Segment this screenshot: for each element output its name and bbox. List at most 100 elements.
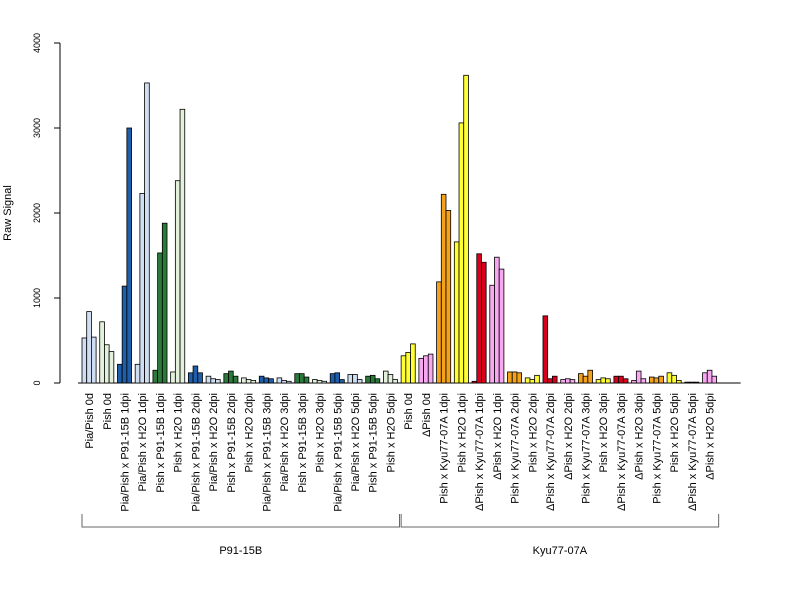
bar <box>241 377 247 384</box>
bar <box>215 379 221 384</box>
bar <box>245 379 252 384</box>
bar <box>258 375 265 384</box>
bar <box>312 379 318 384</box>
bar <box>507 371 513 384</box>
category-label: Pish x H2O 5dpi <box>385 393 397 472</box>
bars <box>81 74 718 384</box>
bar <box>481 261 487 384</box>
bar <box>706 369 713 384</box>
bar <box>81 337 88 384</box>
bar <box>671 374 677 384</box>
category-label: ΔPish 0d <box>421 393 433 437</box>
bar <box>405 351 411 384</box>
bar <box>529 379 536 384</box>
bar <box>281 380 287 384</box>
bar <box>117 363 123 384</box>
bar <box>228 370 234 384</box>
bar <box>157 252 163 384</box>
category-label: Pish x P91-15B 5dpi <box>368 393 380 493</box>
bar <box>174 180 181 384</box>
bar <box>622 378 629 384</box>
group-label: Kyu77-07A <box>533 545 588 557</box>
bar <box>648 376 655 384</box>
bar <box>161 222 168 384</box>
bar <box>516 372 523 384</box>
bar <box>511 371 518 384</box>
category-label: Pish x H2O 1dpi <box>173 393 185 472</box>
bar <box>458 122 465 384</box>
bar <box>524 377 531 384</box>
bar <box>676 380 682 384</box>
category-label: Pish x P91-15B 2dpi <box>226 393 238 493</box>
y-tick-label: 1000 <box>32 288 42 308</box>
bar <box>294 373 300 384</box>
category-label: Pia/Pish x H2O 5dpi <box>350 393 362 491</box>
bar <box>286 380 292 384</box>
bar <box>369 374 376 384</box>
bar <box>440 193 447 384</box>
category-label: Pish x Kyu77-07A 5dpi <box>651 393 663 504</box>
bar <box>635 370 642 384</box>
category-label: ΔPish x H2O 5dpi <box>705 393 717 480</box>
bar <box>613 375 620 384</box>
category-label: Pish x Kyu77-07A 3dpi <box>580 393 592 504</box>
bar <box>299 373 305 384</box>
category-label: Pia/Pish x H2O 1dpi <box>137 393 149 491</box>
bar <box>445 210 452 384</box>
bar <box>329 373 336 384</box>
bar <box>463 74 469 384</box>
category-label: Pia/Pish x H2O 3dpi <box>279 393 291 491</box>
bar <box>427 353 434 384</box>
bar <box>144 82 150 384</box>
category-label: Pia/Pish x P91-15B 1dpi <box>120 393 132 512</box>
group-bracket <box>81 514 401 528</box>
bar <box>170 371 176 384</box>
bar <box>134 363 141 384</box>
bar <box>631 380 637 384</box>
y-axis: 0 1000 2000 3000 4000 <box>32 33 61 386</box>
bar <box>489 284 495 384</box>
bar <box>334 372 341 384</box>
category-label: Pish x P91-15B 1dpi <box>155 393 167 493</box>
bar <box>374 378 381 384</box>
bar <box>152 369 159 384</box>
bar <box>321 380 327 384</box>
bar <box>582 375 589 384</box>
bar <box>595 379 602 384</box>
bar <box>192 365 199 384</box>
bar <box>658 375 664 384</box>
bar <box>99 321 105 384</box>
category-label: ΔPish x H2O 1dpi <box>492 393 504 480</box>
bar <box>600 377 606 384</box>
bar <box>605 378 611 384</box>
category-label: Pish x Kyu77-07A 1dpi <box>439 393 451 504</box>
bar <box>476 253 482 384</box>
bar <box>91 336 97 384</box>
bar <box>423 355 429 384</box>
bar <box>187 372 194 384</box>
category-label: Pia/Pish x P91-15B 3dpi <box>261 393 273 512</box>
bar <box>339 379 345 384</box>
bar <box>410 343 416 384</box>
category-label: Pish x H2O 1dpi <box>456 393 468 472</box>
category-label: Pish x H2O 3dpi <box>315 393 327 472</box>
category-label: Pish 0d <box>403 393 415 430</box>
bar <box>139 193 145 384</box>
bar <box>104 344 110 384</box>
bar <box>400 355 407 384</box>
bar <box>684 381 690 384</box>
bar <box>578 373 584 384</box>
group-label: P91-15B <box>219 545 262 557</box>
category-label: ΔPish x Kyu77-07A 5dpi <box>687 393 699 511</box>
bar <box>453 241 460 384</box>
bar <box>316 380 323 384</box>
category-label: Pish x H2O 2dpi <box>527 393 539 472</box>
bar <box>232 375 239 384</box>
category-label: ΔPish x H2O 3dpi <box>634 393 646 480</box>
category-label: Pish x H2O 5dpi <box>669 393 681 472</box>
group-brackets: P91-15B Kyu77-07A <box>81 514 720 557</box>
bar <box>618 375 624 384</box>
bar <box>352 374 358 384</box>
y-tick-label: 4000 <box>32 33 42 53</box>
category-label: Pia/Pish x P91-15B 2dpi <box>190 393 202 512</box>
